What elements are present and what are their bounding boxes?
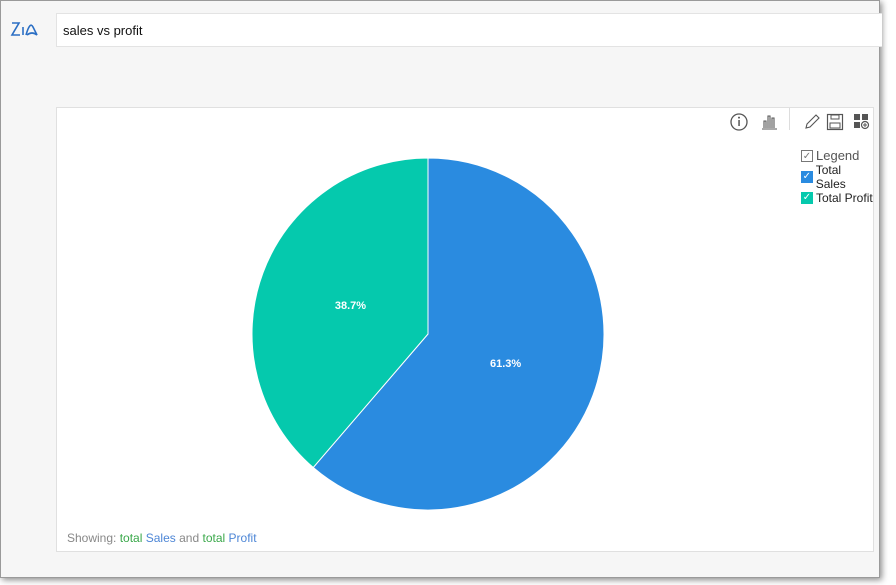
legend: ✓ Legend ✓ Total Sales ✓ Total Profit: [801, 145, 873, 208]
save-icon[interactable]: [825, 112, 845, 132]
checkbox-icon[interactable]: ✓: [801, 149, 813, 162]
info-icon[interactable]: [729, 112, 749, 132]
legend-label: Total Sales: [815, 162, 846, 191]
add-to-dashboard-icon[interactable]: [852, 112, 872, 132]
toolbar-divider: [789, 108, 790, 130]
legend-label: Total Profit: [816, 190, 873, 205]
pie-slice-profit[interactable]: [251, 157, 429, 469]
legend-item-profit[interactable]: ✓ Total Profit: [801, 187, 873, 208]
pie-slice-sales[interactable]: [312, 157, 605, 511]
checkbox-icon[interactable]: ✓: [801, 191, 813, 204]
chart-card: ✓ Legend ✓ Total Sales ✓ Total Profit 61.3%…: [56, 107, 874, 552]
legend-item-sales[interactable]: ✓ Total Sales: [801, 163, 873, 191]
pie-chart: 61.3% 38.7%: [251, 157, 605, 511]
legend-title: Legend: [816, 148, 860, 163]
showing-summary: Showing: total Sales and total Profit: [67, 531, 257, 545]
app-window: sales vs profit ✓ Legend ✓ Total Sales ✓ To…: [0, 0, 882, 578]
slice-data-label: 38.7%: [335, 300, 366, 312]
search-input[interactable]: sales vs profit: [56, 13, 882, 47]
slice-data-label: 61.3%: [490, 358, 521, 370]
checkbox-icon[interactable]: ✓: [801, 170, 813, 183]
edit-icon[interactable]: [802, 112, 822, 132]
chart-type-icon[interactable]: [759, 112, 779, 132]
legend-toggle[interactable]: ✓ Legend: [801, 145, 873, 166]
zia-logo-icon: [10, 22, 38, 36]
